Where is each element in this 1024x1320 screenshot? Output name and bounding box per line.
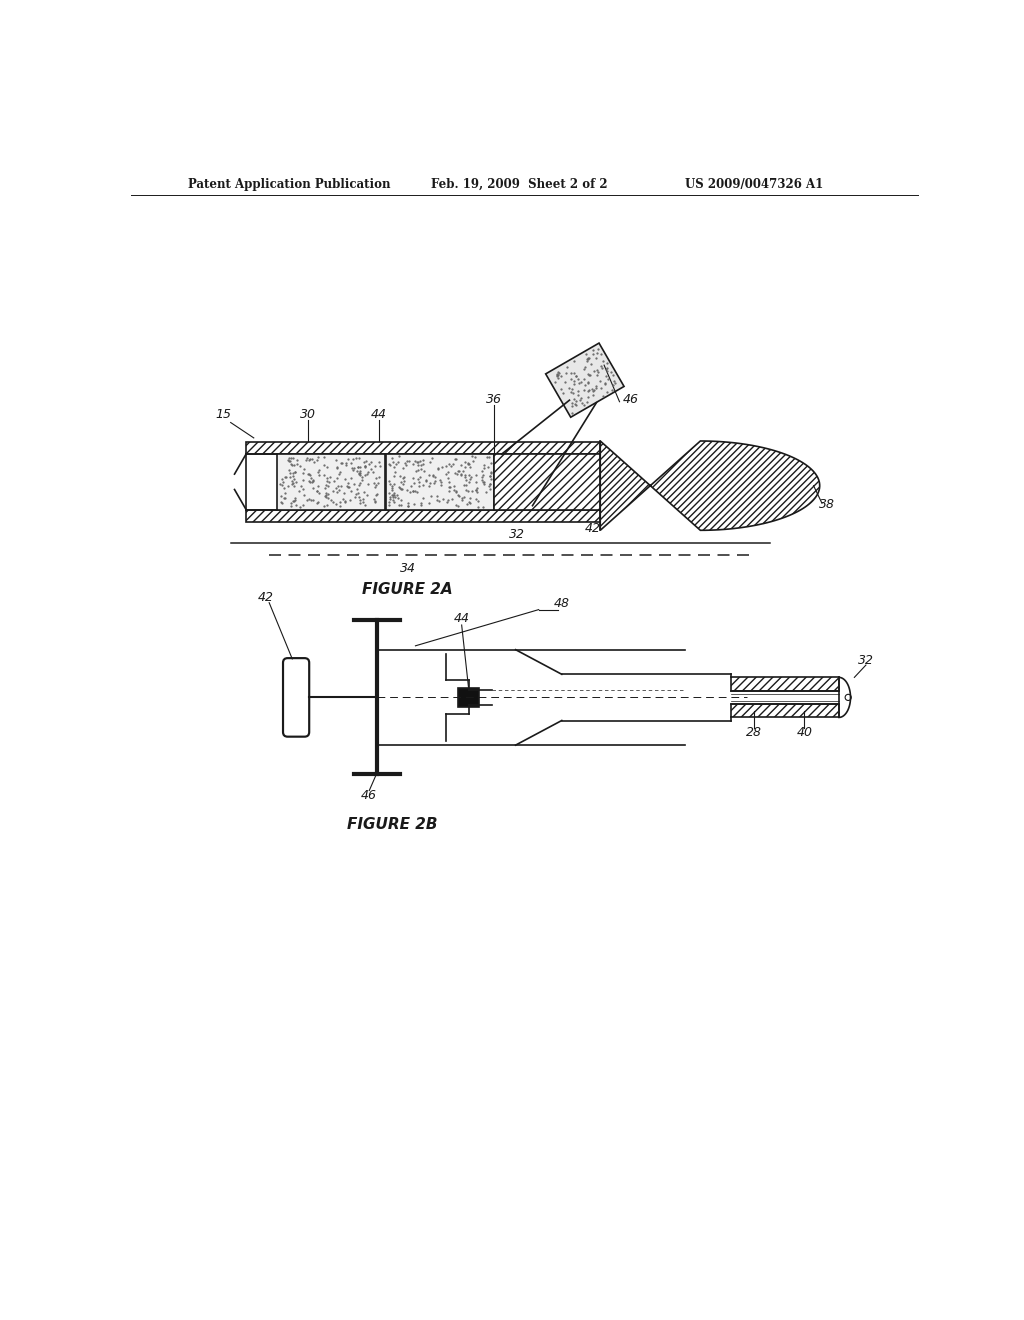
Bar	[731, 704, 839, 718]
Text: 44: 44	[454, 612, 470, 626]
Text: 46: 46	[623, 393, 639, 407]
Text: 44: 44	[371, 408, 386, 421]
Bar	[731, 677, 839, 692]
Bar	[246, 442, 600, 454]
Text: FIGURE 2B: FIGURE 2B	[347, 817, 437, 832]
Bar	[458, 688, 479, 706]
Text: 32: 32	[858, 653, 873, 667]
Bar	[494, 454, 600, 510]
Bar	[276, 454, 385, 510]
Text: US 2009/0047326 A1: US 2009/0047326 A1	[685, 178, 823, 190]
Text: 38: 38	[819, 499, 836, 511]
Text: 34: 34	[399, 562, 416, 576]
Text: 28: 28	[746, 726, 762, 739]
Text: 36: 36	[486, 393, 502, 407]
Text: 48: 48	[554, 597, 569, 610]
Text: 32: 32	[509, 528, 525, 541]
Text: Patent Application Publication: Patent Application Publication	[188, 178, 391, 190]
Text: 30: 30	[300, 408, 315, 421]
Polygon shape	[600, 441, 819, 531]
Text: 42: 42	[585, 523, 600, 536]
Polygon shape	[546, 343, 624, 417]
FancyBboxPatch shape	[283, 659, 309, 737]
Text: 42: 42	[257, 591, 273, 603]
Text: 40: 40	[797, 726, 812, 739]
Text: Feb. 19, 2009  Sheet 2 of 2: Feb. 19, 2009 Sheet 2 of 2	[431, 178, 607, 190]
Text: 46: 46	[361, 789, 377, 803]
Bar	[246, 510, 600, 521]
Bar	[386, 454, 494, 510]
Text: FIGURE 2A: FIGURE 2A	[362, 582, 453, 597]
Text: 15: 15	[215, 408, 231, 421]
